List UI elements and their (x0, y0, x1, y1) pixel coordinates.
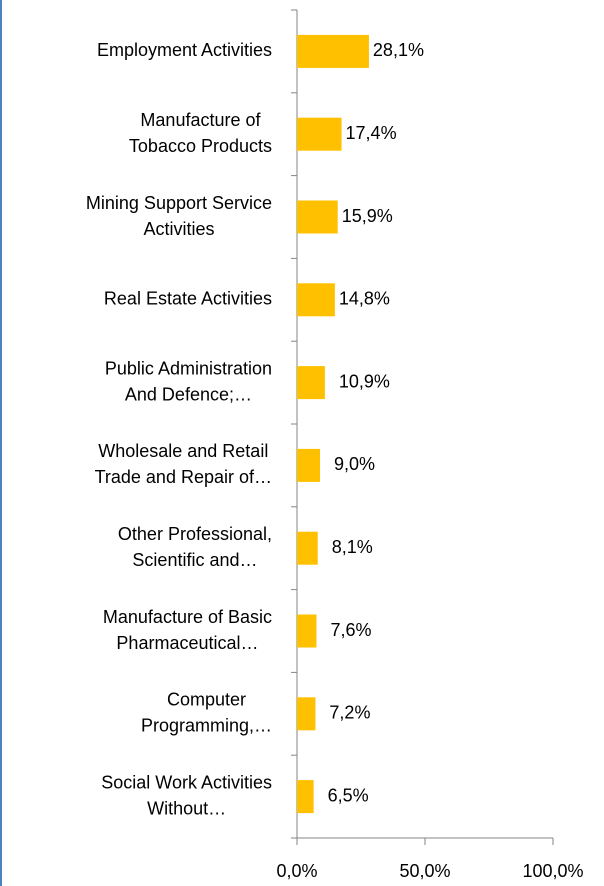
data-label: 10,9% (339, 371, 390, 391)
data-label: 28,1% (373, 40, 424, 60)
bar (297, 283, 335, 317)
category-label: Pharmaceutical… (116, 633, 258, 653)
data-label: 6,5% (328, 785, 369, 805)
category-label: Without… (147, 798, 226, 818)
data-label: 8,1% (332, 537, 373, 557)
category-label: Manufacture of (140, 110, 261, 130)
bar (297, 697, 316, 731)
bar (297, 448, 321, 482)
bar (297, 34, 369, 68)
category-label: Other Professional, (118, 524, 272, 544)
category-label: Mining Support Service (86, 193, 272, 213)
category-label: Activities (143, 219, 214, 239)
category-label: Scientific and… (132, 550, 257, 570)
category-label: Employment Activities (97, 40, 272, 60)
data-label: 9,0% (334, 454, 375, 474)
bar (297, 531, 318, 565)
x-tick-label: 0,0% (276, 861, 317, 881)
category-label: Public Administration (105, 358, 272, 378)
category-label: Real Estate Activities (104, 289, 272, 309)
bar (297, 117, 342, 151)
data-label: 17,4% (346, 123, 397, 143)
category-label: Computer (167, 690, 246, 710)
bar (297, 780, 314, 814)
x-tick-label: 50,0% (399, 861, 450, 881)
data-label: 7,6% (330, 620, 371, 640)
category-label: Tobacco Products (129, 136, 272, 156)
data-label: 15,9% (342, 206, 393, 226)
bar (297, 200, 338, 234)
bar (297, 614, 317, 648)
bar (297, 366, 325, 400)
category-label: Manufacture of Basic (103, 607, 272, 627)
data-label: 7,2% (329, 703, 370, 723)
frame-edge (0, 0, 2, 886)
category-label: Social Work Activities (101, 772, 272, 792)
category-label: Trade and Repair of… (95, 467, 272, 487)
category-label: And Defence;… (125, 384, 252, 404)
category-label: Wholesale and Retail (98, 441, 268, 461)
data-label: 14,8% (339, 289, 390, 309)
category-label: Programming,… (141, 716, 272, 736)
x-tick-label: 100,0% (522, 861, 583, 881)
